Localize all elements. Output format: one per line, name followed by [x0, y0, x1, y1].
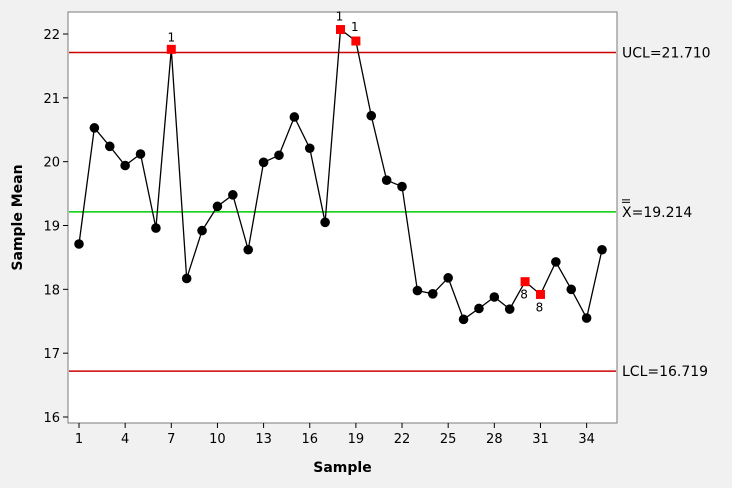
- data-point: [427, 289, 438, 299]
- x-tick-label: 1: [75, 432, 83, 447]
- data-point: [443, 273, 453, 283]
- test-flag-label: 1: [336, 10, 344, 24]
- data-point: [489, 292, 500, 302]
- test-flag-label: 8: [520, 288, 528, 302]
- data-point: [551, 257, 561, 267]
- data-point: [412, 285, 423, 296]
- y-tick-label: 16: [43, 411, 60, 426]
- y-tick-label: 18: [43, 283, 60, 298]
- y-axis-title: Sample Mean: [10, 164, 26, 270]
- y-tick-label: 19: [43, 220, 60, 235]
- data-point: [597, 244, 607, 255]
- data-point: [474, 303, 484, 314]
- data-point: [74, 239, 84, 249]
- x-tick-label: 19: [348, 432, 365, 447]
- data-point: [258, 157, 269, 168]
- data-point: [566, 284, 577, 295]
- flagged-point: [336, 25, 345, 35]
- data-point: [504, 304, 515, 314]
- data-point: [397, 181, 407, 192]
- test-flag-label: 1: [167, 30, 175, 44]
- x-tick-label: 13: [255, 432, 272, 447]
- x-tick-label: 4: [121, 432, 129, 447]
- x-tick-label: 16: [301, 432, 318, 447]
- data-point: [581, 313, 592, 323]
- flagged-point: [166, 44, 176, 54]
- plot-area: [67, 11, 618, 424]
- test-flag-label: 1: [351, 20, 359, 34]
- data-point: [181, 273, 192, 284]
- y-tick-label: 20: [43, 156, 60, 171]
- cl-label: X=19.214: [622, 205, 692, 221]
- data-point: [120, 160, 130, 171]
- ucl-label: UCL=21.710: [622, 46, 711, 62]
- lcl-label: LCL=16.719: [622, 364, 708, 380]
- data-point: [89, 123, 100, 133]
- data-point: [289, 112, 300, 122]
- data-point: [104, 141, 115, 152]
- data-point: [151, 223, 161, 233]
- data-point: [458, 314, 469, 325]
- data-point: [197, 225, 207, 236]
- flagged-point: [351, 36, 361, 46]
- y-tick-label: 21: [43, 92, 60, 107]
- x-tick-label: 28: [486, 432, 503, 447]
- data-point: [135, 149, 146, 159]
- data-point: [320, 217, 330, 228]
- x-tick-label: 7: [167, 432, 175, 447]
- x-tick-label: 10: [209, 432, 226, 447]
- data-point: [274, 150, 284, 161]
- test-flag-label: 8: [536, 300, 544, 314]
- x-tick-label: 25: [440, 432, 457, 447]
- data-point: [228, 190, 238, 200]
- y-tick-label: 17: [43, 347, 60, 362]
- x-axis-title: Sample: [313, 460, 371, 476]
- x-tick-label: 22: [394, 432, 411, 447]
- y-tick-label: 22: [43, 28, 60, 43]
- data-point: [212, 201, 223, 212]
- flagged-point: [520, 277, 530, 287]
- data-point: [243, 244, 254, 255]
- x-tick-label: 34: [578, 432, 595, 447]
- x-tick-label: 31: [532, 432, 549, 447]
- data-point: [366, 110, 377, 121]
- flagged-point: [535, 289, 545, 299]
- data-point: [304, 143, 315, 154]
- data-point: [381, 175, 392, 185]
